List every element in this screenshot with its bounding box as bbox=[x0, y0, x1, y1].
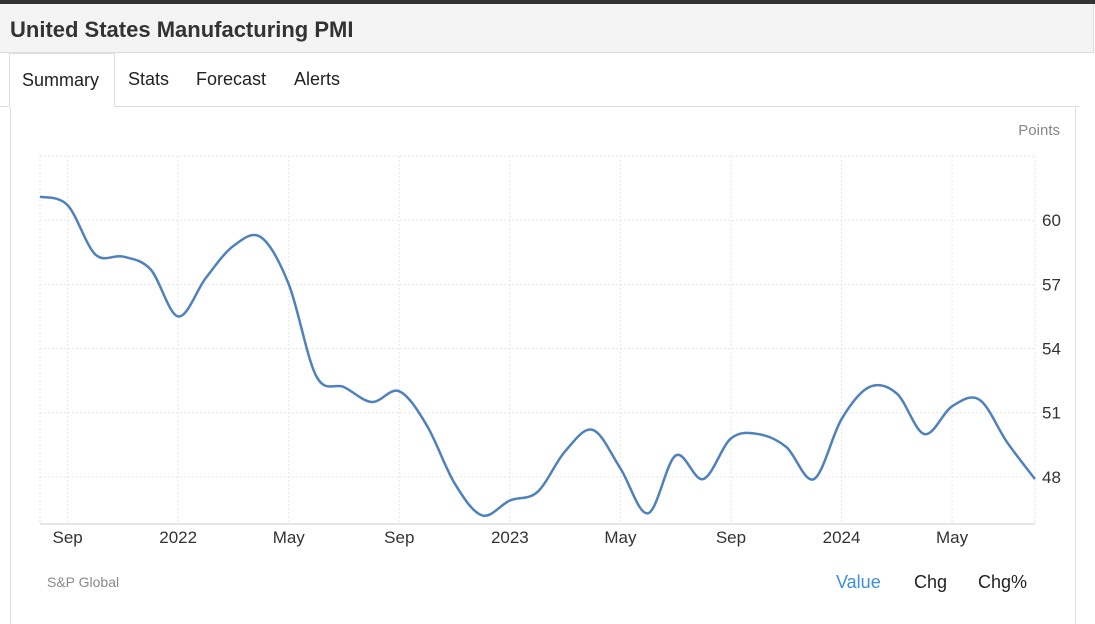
tab-bar: Summary Stats Forecast Alerts bbox=[0, 53, 1080, 107]
source-label: S&P Global bbox=[47, 574, 120, 590]
data-point[interactable] bbox=[1032, 476, 1038, 482]
top-border bbox=[0, 0, 1095, 4]
y-tick-label: 51 bbox=[1042, 404, 1061, 423]
y-unit-label: Points bbox=[1018, 122, 1060, 139]
data-point[interactable] bbox=[839, 416, 845, 422]
chart-panel bbox=[10, 107, 1076, 624]
data-point[interactable] bbox=[148, 266, 154, 272]
data-point[interactable] bbox=[535, 489, 541, 495]
data-point[interactable] bbox=[175, 314, 181, 320]
data-point[interactable] bbox=[728, 435, 734, 441]
data-point[interactable] bbox=[894, 391, 900, 397]
mode-value[interactable]: Value bbox=[836, 572, 881, 592]
data-point[interactable] bbox=[590, 427, 596, 433]
data-point[interactable] bbox=[369, 399, 375, 405]
data-point[interactable] bbox=[783, 444, 789, 450]
x-tick-label: Sep bbox=[716, 528, 746, 547]
data-point[interactable] bbox=[37, 194, 43, 200]
data-point[interactable] bbox=[396, 388, 402, 394]
x-tick-label: May bbox=[936, 528, 969, 547]
mode-chg-percent[interactable]: Chg% bbox=[978, 572, 1028, 592]
data-point[interactable] bbox=[507, 498, 513, 504]
data-point[interactable] bbox=[313, 373, 319, 379]
x-tick-label: 2022 bbox=[159, 528, 197, 547]
data-point[interactable] bbox=[424, 423, 430, 429]
y-tick-label: 54 bbox=[1042, 340, 1061, 359]
data-point[interactable] bbox=[1004, 440, 1010, 446]
x-tick-label: Sep bbox=[384, 528, 414, 547]
series bbox=[37, 194, 1038, 518]
data-point[interactable] bbox=[756, 431, 762, 437]
pmi-series-line bbox=[39, 195, 1036, 517]
data-point[interactable] bbox=[866, 384, 872, 390]
tab-summary[interactable]: Summary bbox=[9, 53, 115, 107]
y-tick-label: 60 bbox=[1042, 211, 1061, 230]
axes: 48 51 54 57 60 Sep 2022 May Sep 2023 May Sep 2024 May bbox=[40, 211, 1061, 547]
y-tick-label: 48 bbox=[1042, 468, 1061, 487]
data-point[interactable] bbox=[203, 275, 209, 281]
data-point[interactable] bbox=[977, 397, 983, 403]
data-point[interactable] bbox=[120, 254, 126, 260]
tab-stats[interactable]: Stats bbox=[128, 69, 170, 89]
data-point[interactable] bbox=[673, 453, 679, 459]
data-point[interactable] bbox=[92, 251, 98, 257]
data-point[interactable] bbox=[562, 448, 568, 454]
data-point[interactable] bbox=[811, 476, 817, 482]
x-tick-label: 2024 bbox=[823, 528, 861, 547]
mode-chg[interactable]: Chg bbox=[914, 572, 948, 592]
data-point[interactable] bbox=[231, 243, 237, 249]
page-header: United States Manufacturing PMI bbox=[0, 4, 1094, 53]
data-point[interactable] bbox=[65, 202, 71, 208]
data-point[interactable] bbox=[258, 234, 264, 240]
data-point[interactable] bbox=[452, 480, 458, 486]
data-point[interactable] bbox=[286, 281, 292, 287]
data-point[interactable] bbox=[921, 431, 927, 437]
x-tick-label: 2023 bbox=[491, 528, 529, 547]
grid bbox=[39, 155, 1036, 524]
tab-forecast[interactable]: Forecast bbox=[196, 69, 267, 89]
data-point[interactable] bbox=[341, 384, 347, 390]
data-point[interactable] bbox=[479, 512, 485, 518]
page-title: United States Manufacturing PMI bbox=[10, 17, 354, 42]
data-point[interactable] bbox=[645, 510, 651, 516]
x-tick-label: May bbox=[604, 528, 637, 547]
data-point[interactable] bbox=[949, 403, 955, 409]
x-tick-label: May bbox=[273, 528, 306, 547]
y-tick-label: 57 bbox=[1042, 275, 1061, 294]
tab-alerts[interactable]: Alerts bbox=[294, 69, 341, 89]
data-point[interactable] bbox=[617, 465, 623, 471]
x-tick-label: Sep bbox=[53, 528, 83, 547]
data-point[interactable] bbox=[700, 476, 706, 482]
